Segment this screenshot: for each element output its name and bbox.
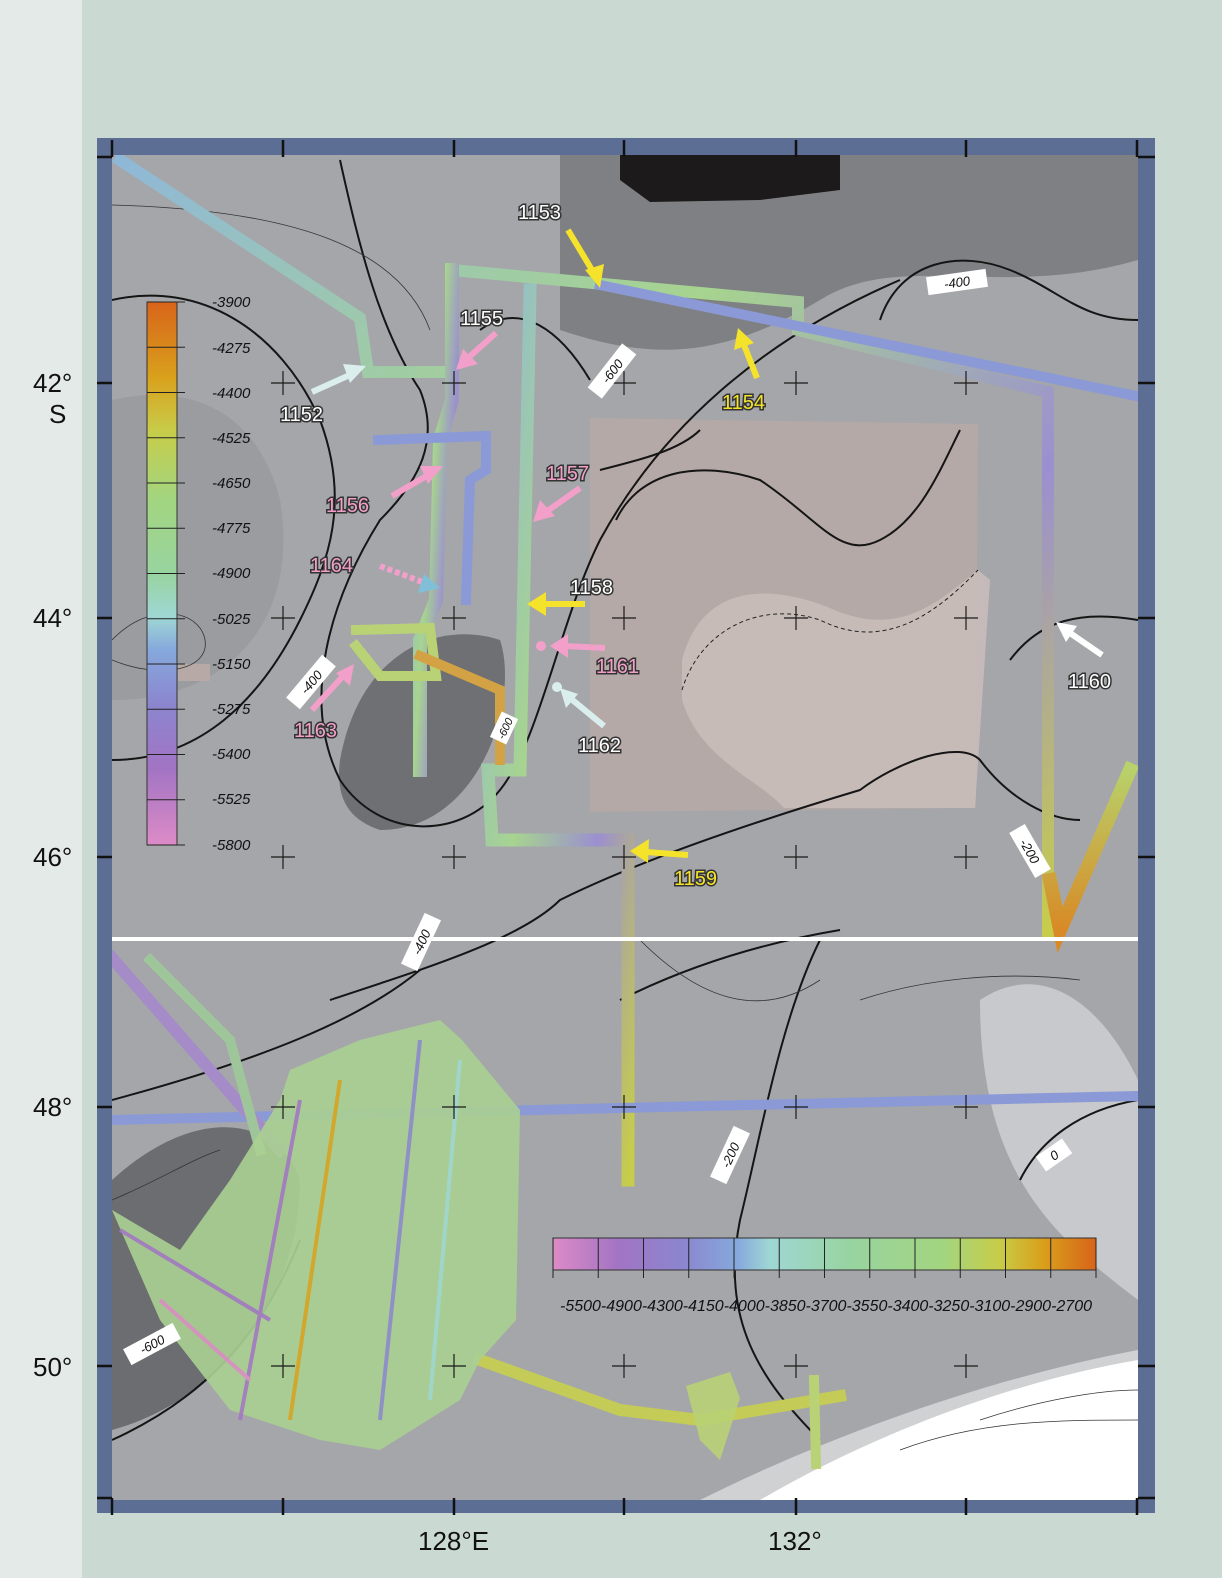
vertical-scale-label: -5400	[212, 746, 251, 763]
contour-labels: -400 -600 -400 -600 -400 -200 -200 0 -60…	[123, 268, 1073, 1366]
vertical-scale-label: -5275	[212, 701, 251, 718]
site-label-1152: 1152	[280, 404, 323, 426]
site-labels: 1152 1153 1154 1155 1156 1157 1158 1159 …	[279, 201, 1113, 892]
survey-area-inner	[682, 570, 990, 808]
lat-label-44: 44°	[33, 603, 72, 633]
site-arrows	[309, 228, 1104, 863]
lat-label-42: 42°	[33, 368, 72, 398]
site-arrow-icon	[560, 688, 606, 729]
horizontal-depth-scale: -5500-4900-4300-4150-4000-3850-3700-3550…	[552, 1237, 1097, 1315]
site-label-1158: 1158	[570, 577, 613, 599]
site-label-1155: 1155	[460, 308, 503, 330]
site-arrow-icon	[1056, 622, 1104, 658]
lat-label-hemisphere: S	[49, 399, 66, 429]
vertical-scale-label: -4775	[212, 520, 251, 537]
site-dot-icon	[536, 641, 546, 651]
shade-deep-north	[560, 155, 1138, 350]
left-margin-strip	[0, 0, 82, 1578]
site-label-1156: 1156	[326, 495, 369, 517]
vertical-scale-label: -5150	[212, 656, 251, 673]
contours-thick	[112, 159, 1138, 1441]
site-label-1157: 1157	[546, 463, 589, 485]
lat-label-46: 46°	[33, 842, 72, 872]
site-arrow-icon	[309, 664, 354, 713]
graticule	[271, 371, 978, 1378]
vertical-scale-label: -4275	[212, 340, 251, 357]
vertical-scale-label: -4400	[212, 385, 251, 402]
contour-label: -400	[943, 273, 972, 292]
site-arrow-icon	[630, 839, 689, 863]
axis-labels: 42° S 44° 46° 48° 50° 128°E 132°	[33, 368, 822, 1556]
survey-box-tab	[178, 664, 210, 681]
site-dot-icon	[552, 682, 562, 692]
site-arrow-icon	[565, 228, 604, 288]
survey-tracks	[112, 155, 1138, 1470]
vertical-depth-scale: -3900 -4275 -4400 -4525 -4650 -4775 -490…	[146, 294, 251, 854]
site-label-1154: 1154	[722, 392, 765, 414]
frame-ticks	[97, 140, 1155, 1515]
map-separator-line	[112, 937, 1138, 941]
vertical-scale-label: -5525	[212, 791, 251, 808]
shade-deepest	[620, 155, 840, 202]
shade-se-shallowest	[760, 1360, 1138, 1500]
site-arrow-icon	[527, 592, 585, 616]
site-arrow-icon	[550, 634, 606, 658]
lat-label-48: 48°	[33, 1092, 72, 1122]
horizontal-scale-labels: -5500-4900-4300-4150-4000-3850-3700-3550…	[560, 1298, 1092, 1315]
site-arrow-icon	[310, 364, 366, 395]
lat-label-50: 50°	[33, 1352, 72, 1382]
site-arrow-icon	[456, 330, 498, 370]
site-label-1160: 1160	[1068, 671, 1111, 693]
lon-label-132: 132°	[768, 1526, 822, 1556]
site-arrow-icon	[378, 563, 440, 593]
site-label-1162: 1162	[578, 735, 621, 757]
site-arrow-icon	[734, 328, 760, 380]
lon-label-128: 128°E	[418, 1526, 489, 1556]
swath-patch-ne	[686, 1372, 740, 1460]
site-label-1159: 1159	[674, 868, 717, 890]
site-label-1164: 1164	[310, 555, 353, 577]
site-label-1163: 1163	[294, 720, 337, 742]
swath-stripes	[118, 1039, 462, 1421]
site-label-1153: 1153	[518, 202, 561, 224]
vertical-scale-label: -4650	[212, 475, 251, 492]
site-label-1161: 1161	[596, 656, 639, 678]
vertical-scale-label: -5800	[212, 837, 251, 854]
vertical-scale-label: -4525	[212, 430, 251, 447]
vertical-scale-label: -4900	[212, 565, 251, 582]
site-arrow-icon	[533, 485, 582, 522]
vertical-scale-label: -3900	[212, 294, 251, 311]
vertical-scale-label: -5025	[212, 611, 251, 628]
site-arrow-icon	[390, 466, 443, 499]
